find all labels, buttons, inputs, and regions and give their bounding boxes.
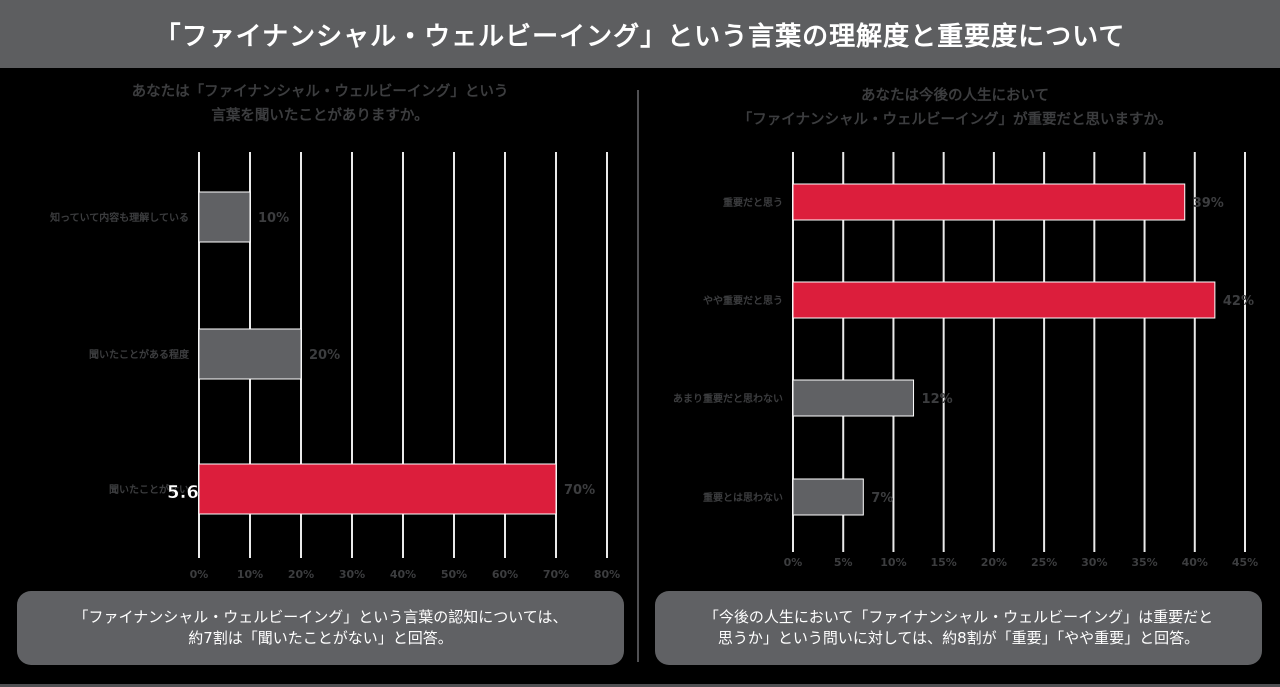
right-note-line-1: 「今後の人生において「ファイナンシャル・ウェルビーイング」は重要だと bbox=[703, 608, 1214, 626]
right-value-label: 39% bbox=[1193, 196, 1224, 211]
left-question-title: あなたは「ファイナンシャル・ウェルビーイング」という 言葉を聞いたことがあります… bbox=[20, 80, 620, 128]
right-question-title: あなたは今後の人生において 「ファイナンシャル・ウェルビーイング」が重要だと思い… bbox=[650, 84, 1260, 132]
right-x-tick-label: 30% bbox=[1081, 556, 1107, 569]
left-category-label: 聞いたことがある程度 bbox=[89, 348, 190, 361]
right-x-tick-label: 45% bbox=[1232, 556, 1258, 569]
right-value-label: 7% bbox=[871, 491, 893, 506]
left-x-tick-label: 10% bbox=[237, 568, 263, 581]
right-x-tick-label: 10% bbox=[880, 556, 906, 569]
right-x-tick-label: 15% bbox=[930, 556, 956, 569]
right-value-label: 42% bbox=[1223, 294, 1254, 309]
right-bar bbox=[792, 379, 915, 417]
left-x-tick-label: 20% bbox=[288, 568, 314, 581]
left-x-tick-label: 30% bbox=[339, 568, 365, 581]
right-x-tick-label: 5% bbox=[834, 556, 853, 569]
left-value-label: 70% bbox=[564, 483, 595, 498]
left-summary-note: 「ファイナンシャル・ウェルビーイング」という言葉の認知については、 約7割は「聞… bbox=[17, 591, 624, 665]
awareness-bar-chart: 0% 10% 20% 30% 40% 50% 60% 70% 80% 知っていて内容も理解している… bbox=[49, 152, 620, 581]
left-category-label: 知っていて内容も理解している bbox=[49, 211, 189, 224]
right-value-label: 12% bbox=[922, 392, 953, 407]
left-x-tick-label: 40% bbox=[390, 568, 416, 581]
right-question-line-1: あなたは今後の人生において bbox=[860, 88, 1050, 104]
page-title: 「ファイナンシャル・ウェルビーイング」という言葉の理解度と重要度について bbox=[0, 0, 1280, 68]
left-x-tick-label: 0% bbox=[190, 568, 209, 581]
right-category-label: 重要だと思う bbox=[723, 196, 783, 209]
right-category-label: 重要とは思わない bbox=[703, 491, 783, 504]
left-question-line-1: あなたは「ファイナンシャル・ウェルビーイング」という bbox=[131, 84, 509, 100]
right-x-tick-label: 0% bbox=[784, 556, 803, 569]
left-overlay-value: 5.6 bbox=[167, 482, 199, 503]
left-note-line-1: 「ファイナンシャル・ウェルビーイング」という言葉の認知については、 bbox=[73, 608, 568, 626]
right-category-label: やや重要だと思う bbox=[703, 294, 783, 307]
right-x-tick-label: 25% bbox=[1031, 556, 1057, 569]
panel-divider bbox=[637, 90, 639, 662]
left-x-tick-label: 60% bbox=[492, 568, 518, 581]
right-summary-note: 「今後の人生において「ファイナンシャル・ウェルビーイング」は重要だと 思うか」と… bbox=[655, 591, 1262, 665]
left-x-tick-label: 70% bbox=[543, 568, 569, 581]
bottom-border bbox=[0, 684, 1280, 687]
left-category-label: 聞いたことがない bbox=[109, 483, 189, 496]
left-value-label: 10% bbox=[258, 211, 289, 226]
importance-bar-chart: 0% 5% 10% 15% 20% 25% 30% 35% 40% 45% 重要だと思う 39% やや重… bbox=[673, 152, 1258, 569]
left-x-tick-label: 50% bbox=[441, 568, 467, 581]
right-x-tick-label: 35% bbox=[1131, 556, 1157, 569]
right-bar bbox=[792, 478, 864, 516]
left-question-line-2: 言葉を聞いたことがありますか。 bbox=[211, 108, 429, 124]
right-bar bbox=[792, 281, 1216, 319]
left-bar bbox=[198, 463, 557, 515]
left-value-label: 20% bbox=[309, 348, 340, 363]
right-x-tick-label: 40% bbox=[1182, 556, 1208, 569]
right-question-line-2: 「ファイナンシャル・ウェルビーイング」が重要だと思いますか。 bbox=[737, 112, 1173, 128]
left-bar bbox=[198, 328, 302, 380]
left-bar bbox=[198, 191, 251, 243]
right-bar bbox=[792, 183, 1186, 221]
right-note-line-2: 思うか」という問いに対しては、約8割が「重要」「やや重要」と回答。 bbox=[717, 629, 1200, 647]
right-x-tick-label: 20% bbox=[981, 556, 1007, 569]
left-x-tick-label: 80% bbox=[594, 568, 620, 581]
left-note-line-2: 約7割は「聞いたことがない」と回答。 bbox=[188, 629, 453, 647]
right-category-label: あまり重要だと思わない bbox=[673, 392, 783, 405]
